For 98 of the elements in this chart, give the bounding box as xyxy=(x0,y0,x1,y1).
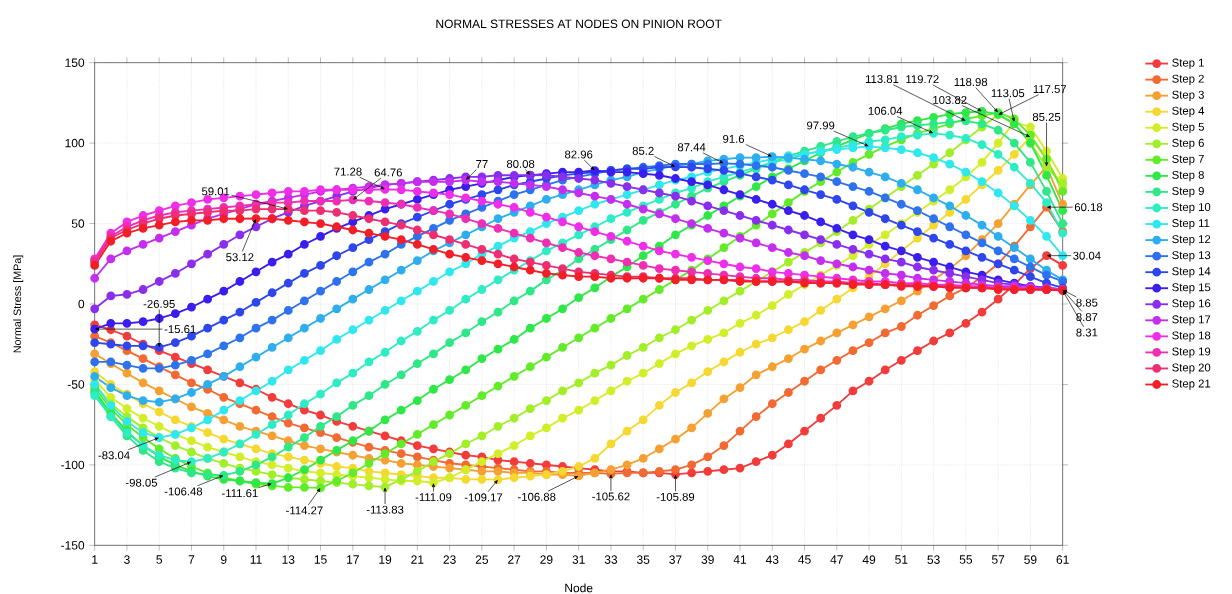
annotation: 80.08 xyxy=(506,159,535,168)
x-tick-label: 11 xyxy=(250,555,262,564)
annotation: -105.89 xyxy=(656,492,695,501)
annotation: 85.2 xyxy=(632,146,654,155)
annotation: -111.09 xyxy=(415,493,452,502)
x-tick-label: 37 xyxy=(669,555,682,564)
legend-label: Step 6 xyxy=(1172,138,1204,150)
annotation: 82.96 xyxy=(564,150,593,159)
x-tick-label: 39 xyxy=(701,555,714,564)
annotation: 113.81 xyxy=(865,75,899,84)
x-axis-title: Node xyxy=(565,583,593,593)
legend-label: Step 4 xyxy=(1172,106,1205,118)
annotation: -109.17 xyxy=(464,493,503,502)
annotation: -83.04 xyxy=(98,451,130,460)
annotation: -106.48 xyxy=(164,487,203,496)
chart-title: NORMAL STRESSES AT NODES ON PINION ROOT xyxy=(436,19,722,29)
y-tick-label: -50 xyxy=(67,380,85,389)
x-tick-label: 59 xyxy=(1024,555,1037,564)
annotation: -111.61 xyxy=(221,489,258,498)
x-tick-label: 3 xyxy=(124,555,130,564)
y-tick-label: -150 xyxy=(61,541,85,550)
legend-label: Step 2 xyxy=(1172,74,1204,85)
x-tick-label: 49 xyxy=(862,555,876,564)
y-tick-label: 100 xyxy=(65,138,85,148)
annotation: 87.44 xyxy=(677,143,706,152)
legend-label: Step 21 xyxy=(1172,379,1211,390)
annotation: 53.12 xyxy=(226,253,254,262)
legend-label: Step 19 xyxy=(1172,347,1211,358)
legend-label: Step 16 xyxy=(1172,299,1211,310)
x-tick-label: 5 xyxy=(156,555,163,564)
x-tick-label: 33 xyxy=(604,555,618,564)
legend-label: Step 9 xyxy=(1172,187,1204,198)
x-tick-label: 43 xyxy=(765,555,779,564)
annotation: -105.62 xyxy=(592,492,630,501)
annotation: -98.05 xyxy=(125,478,158,487)
x-tick-label: 53 xyxy=(927,555,940,564)
legend-label: Step 15 xyxy=(1172,283,1211,294)
annotation: 59.01 xyxy=(201,187,230,196)
annotation: -106.88 xyxy=(518,492,556,501)
annotation: -113.83 xyxy=(366,505,404,514)
annotation: -15.61 xyxy=(164,325,196,334)
x-tick-label: 9 xyxy=(220,555,227,564)
annotation: 71.28 xyxy=(334,167,362,176)
annotation: -26.95 xyxy=(143,299,175,308)
legend-label: Step 10 xyxy=(1172,203,1211,214)
x-tick-label: 21 xyxy=(411,555,424,564)
x-tick-label: 51 xyxy=(895,555,908,564)
legend-label: Step 1 xyxy=(1172,58,1204,69)
y-tick-label: 0 xyxy=(78,299,85,309)
x-tick-label: 47 xyxy=(830,555,843,564)
annotation: 113.05 xyxy=(991,89,1025,98)
annotation: -114.27 xyxy=(286,506,323,515)
x-tick-label: 15 xyxy=(314,555,327,564)
annotation: 103.82 xyxy=(933,95,967,104)
x-tick-label: 7 xyxy=(188,555,195,564)
legend-label: Step 7 xyxy=(1172,154,1204,166)
x-tick-label: 17 xyxy=(347,555,359,564)
x-tick-label: 13 xyxy=(282,555,295,564)
legend-label: Step 18 xyxy=(1172,331,1211,342)
annotation: 91.6 xyxy=(723,134,745,143)
legend-label: Step 11 xyxy=(1172,219,1210,230)
annotation: 30.04 xyxy=(1073,251,1101,260)
annotation: 77 xyxy=(476,160,488,168)
legend-label: Step 14 xyxy=(1172,267,1211,278)
y-tick-label: 50 xyxy=(71,219,85,228)
x-tick-label: 45 xyxy=(798,555,811,564)
annotation: 119.72 xyxy=(906,75,939,84)
annotation: 117.57 xyxy=(1033,85,1067,94)
legend-label: Step 20 xyxy=(1172,363,1211,374)
x-tick-label: 27 xyxy=(508,555,521,564)
annotation: 8.31 xyxy=(1076,328,1098,337)
y-axis-title: Normal Stress [MPa] xyxy=(13,255,24,353)
legend-label: Step 13 xyxy=(1172,251,1211,262)
y-tick-label: 150 xyxy=(65,58,85,67)
annotation: 85.25 xyxy=(1032,112,1061,121)
annotation: 106.04 xyxy=(868,106,903,115)
y-tick-label: -100 xyxy=(61,460,85,470)
legend-label: Step 5 xyxy=(1172,122,1204,134)
x-tick-label: 57 xyxy=(991,555,1005,564)
legend-label: Step 3 xyxy=(1172,90,1204,101)
x-tick-label: 23 xyxy=(443,555,456,564)
annotation: 8.87 xyxy=(1076,313,1098,322)
x-tick-label: 25 xyxy=(475,555,489,564)
x-tick-label: 29 xyxy=(540,555,553,564)
x-tick-label: 31 xyxy=(572,555,585,564)
annotation: 64.76 xyxy=(374,168,402,177)
annotation: 97.99 xyxy=(807,121,835,130)
x-tick-label: 35 xyxy=(636,555,650,564)
x-tick-label: 1 xyxy=(92,555,98,564)
x-tick-label: 19 xyxy=(379,555,392,564)
legend-label: Step 8 xyxy=(1172,170,1204,182)
x-tick-label: 41 xyxy=(733,555,747,564)
annotation: 60.18 xyxy=(1074,203,1103,212)
x-tick-label: 61 xyxy=(1056,555,1069,564)
legend-label: Step 17 xyxy=(1172,315,1211,326)
annotation: 118.98 xyxy=(954,78,988,87)
x-tick-label: 55 xyxy=(959,555,973,564)
legend-label: Step 12 xyxy=(1172,235,1211,246)
